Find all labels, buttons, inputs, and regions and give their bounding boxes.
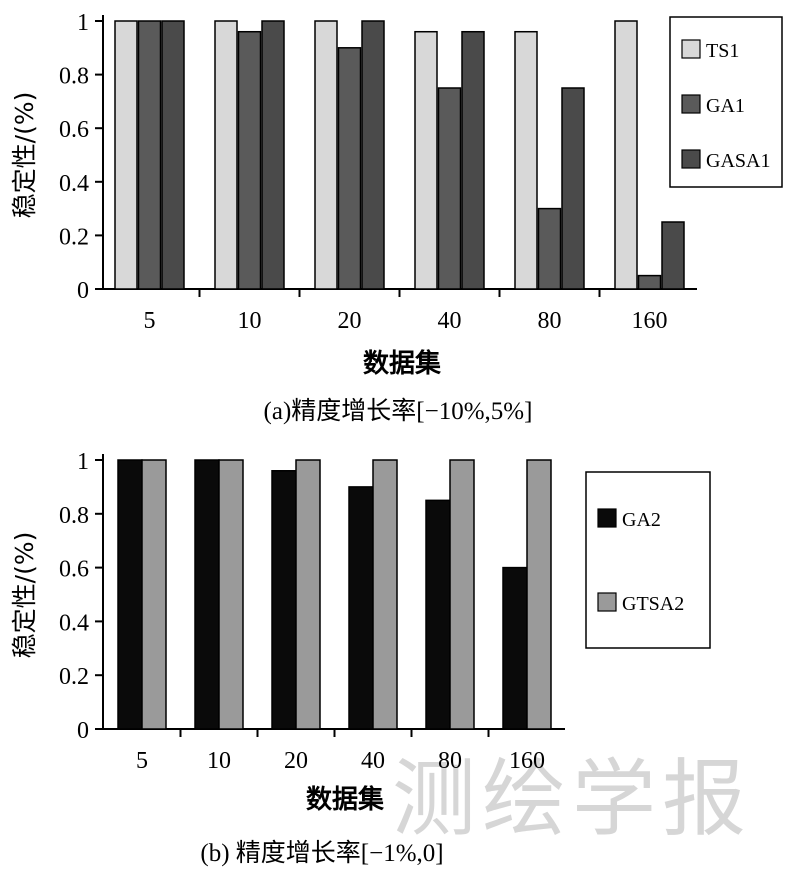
- chart-a-ytick-label: 0.6: [59, 117, 89, 143]
- chart-a-bar-gasa1-10: [261, 20, 285, 290]
- chart-b: 稳定性/(%) 数据集 (b) 精度增长率[−1%,0] 0 0.2 0.4 0.6 0…: [10, 449, 711, 867]
- chart-a-bar-ts1-10: [214, 20, 238, 290]
- chart-b-bar-gtsa2-10: [218, 459, 244, 730]
- chart-a-xtick-label: 40: [438, 308, 462, 334]
- chart-b-legend-swatch: [597, 592, 617, 612]
- chart-b-ytick-label: 0: [77, 718, 89, 744]
- chart-b-xlabel: 数据集: [306, 784, 385, 815]
- chart-a-legend-label: GASA1: [706, 150, 770, 172]
- chart-a-legend-swatch: [681, 94, 701, 114]
- chart-b-legend-label: GA2: [622, 509, 661, 531]
- chart-a-bar-gasa1-160: [661, 221, 685, 290]
- chart-a-ytick-label: 0.2: [59, 224, 89, 250]
- chart-a-bar-ga1-10: [237, 30, 262, 290]
- chart-a-ytick-label: 0: [77, 278, 89, 304]
- chart-a-bar-gasa1-5: [161, 20, 185, 290]
- chart-b-caption: (b) 精度增长率[−1%,0]: [200, 839, 443, 867]
- chart-b-legend-label: GTSA2: [622, 593, 684, 615]
- chart-a-bar-ts1-160: [614, 20, 638, 290]
- chart-a-ytick-label: 1: [77, 10, 89, 36]
- chart-a-ytick-label: 0.4: [59, 171, 89, 197]
- chart-a-legend-swatch: [681, 39, 701, 59]
- chart-b-bar-ga2-40: [348, 486, 374, 730]
- chart-a-ytick-label: 0.8: [59, 64, 89, 90]
- chart-b-legend-swatch: [597, 508, 617, 528]
- chart-a-bar-ts1-20: [314, 20, 338, 290]
- chart-b-ytick-label: 0.2: [59, 664, 89, 690]
- chart-b-xtick-label: 10: [207, 748, 231, 774]
- chart-a-legend-label: GA1: [706, 95, 745, 117]
- chart-b-bar-ga2-5: [117, 459, 143, 730]
- chart-b-ytick-label: 1: [77, 449, 89, 475]
- chart-a-bar-ga1-20: [337, 47, 362, 290]
- chart-b-bar-gtsa2-20: [295, 459, 321, 730]
- chart-a-bar-ga1-160: [637, 274, 662, 290]
- chart-b-ytick-label: 0.8: [59, 503, 89, 529]
- chart-b-xtick-label: 20: [284, 748, 308, 774]
- chart-a-ylabel: 稳定性/(%): [10, 92, 39, 219]
- chart-a-xtick-label: 160: [632, 308, 668, 334]
- chart-a-legend-swatch: [681, 149, 701, 169]
- chart-a-bar-gasa1-20: [361, 20, 385, 290]
- chart-a-xtick-label: 20: [338, 308, 362, 334]
- chart-b-ytick-label: 0.4: [59, 610, 89, 636]
- chart-a-bar-ga1-5: [137, 20, 162, 290]
- chart-a-bar-gasa1-80: [561, 87, 585, 290]
- chart-a-bar-ts1-80: [514, 30, 538, 290]
- chart-b-bar-ga2-160: [502, 566, 528, 730]
- chart-b-legend: [585, 471, 711, 649]
- chart-a-bar-ts1-40: [414, 30, 438, 290]
- chart-a-bar-ts1-5: [114, 20, 138, 290]
- chart-a: 稳定性/(%) 数据集 (a)精度增长率[−10%,5%] 0 0.2 0.4 0.6…: [10, 10, 783, 425]
- chart-b-bar-ga2-10: [194, 459, 220, 730]
- chart-a-legend-label: TS1: [706, 40, 739, 62]
- chart-a-caption: (a)精度增长率[−10%,5%]: [264, 397, 533, 425]
- chart-b-bar-gtsa2-160: [526, 459, 552, 730]
- chart-b-xtick-label: 5: [136, 748, 148, 774]
- chart-a-xlabel: 数据集: [363, 348, 442, 379]
- chart-a-xtick-label: 80: [538, 308, 562, 334]
- chart-b-ylabel: 稳定性/(%): [10, 532, 39, 659]
- chart-b-xtick-label: 80: [438, 748, 462, 774]
- watermark-text: 测绘学报: [392, 750, 752, 848]
- chart-b-ytick-label: 0.6: [59, 557, 89, 583]
- chart-b-bar-gtsa2-5: [141, 459, 167, 730]
- chart-b-bar-ga2-80: [425, 499, 451, 730]
- chart-b-bar-gtsa2-80: [449, 459, 475, 730]
- chart-b-bar-gtsa2-40: [372, 459, 398, 730]
- chart-a-xtick-label: 10: [238, 308, 262, 334]
- chart-a-bar-gasa1-40: [461, 30, 485, 290]
- chart-b-xtick-label: 40: [361, 748, 385, 774]
- chart-a-bar-ga1-40: [437, 87, 462, 290]
- chart-b-bar-ga2-20: [271, 470, 297, 730]
- chart-a-xtick-label: 5: [144, 308, 156, 334]
- chart-b-xtick-label: 160: [509, 748, 545, 774]
- chart-a-bar-ga1-80: [537, 207, 562, 290]
